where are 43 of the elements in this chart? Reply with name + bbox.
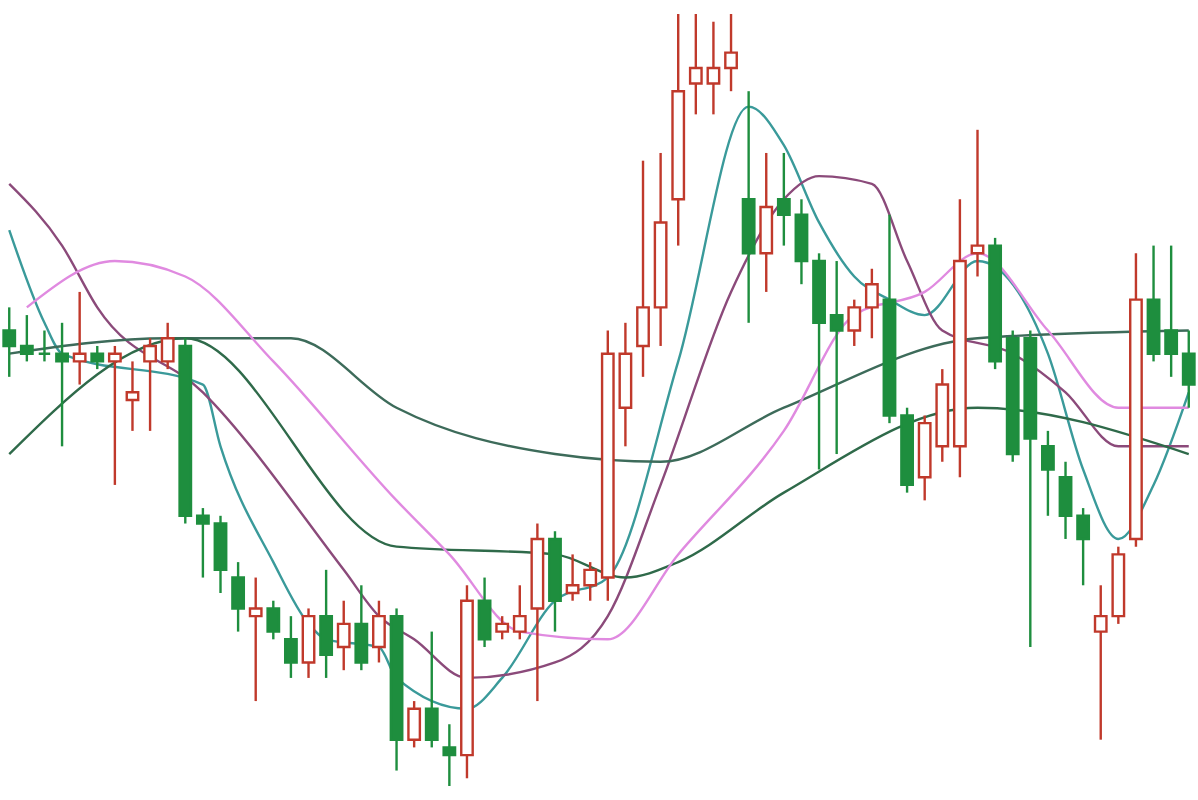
candlestick [125,360,140,433]
candlestick [1076,506,1091,587]
candlestick [231,560,246,633]
candlestick [195,506,210,579]
candlestick [143,337,157,433]
candlestick [72,290,87,386]
candlestick [724,12,738,93]
candlestick [1058,460,1073,541]
candlestick [512,584,527,641]
candlestick [776,151,791,247]
candlestick [759,151,774,294]
candlestick [1041,429,1055,517]
candlestick [636,159,650,379]
candlestick [407,699,422,749]
candlestick [442,723,457,788]
candlestick [107,344,122,487]
candlestick [319,568,334,680]
candlestick [477,576,492,649]
candlestick [266,599,281,641]
candlestick [864,267,879,340]
candlestick [19,313,34,363]
candlestick [301,607,316,680]
candlestick [37,329,52,363]
candlestick [424,630,439,749]
candlestick [55,321,69,448]
candlestick [829,259,844,456]
candlestick [284,614,298,680]
candlestick [372,599,386,664]
candlestick [336,599,351,672]
candlestick [90,344,105,371]
candlestick [1181,329,1196,409]
candlestick [354,584,369,672]
candlestick [495,614,510,641]
candlestick [970,128,985,278]
candlestick [1164,244,1179,379]
candlestick [688,12,703,116]
candlestick [847,298,862,348]
candlestick [2,306,17,379]
candlestick [160,321,175,371]
candlestick [706,20,721,116]
candlestick [794,198,809,286]
candlestick [213,514,228,595]
candlestick [248,576,263,703]
